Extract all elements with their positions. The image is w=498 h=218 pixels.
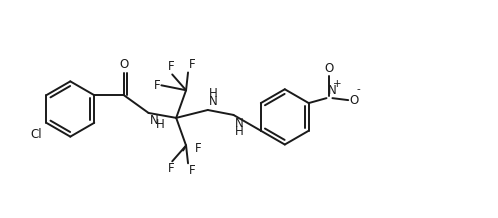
Text: O: O (325, 62, 334, 75)
Text: -: - (356, 84, 360, 94)
Text: H: H (209, 87, 218, 100)
Text: N: N (235, 117, 243, 130)
Text: +: + (333, 79, 342, 89)
Text: H: H (235, 125, 243, 138)
Text: F: F (189, 58, 196, 72)
Text: Cl: Cl (31, 128, 42, 141)
Text: N: N (328, 84, 336, 97)
Text: O: O (349, 94, 359, 107)
Text: F: F (168, 162, 175, 175)
Text: O: O (119, 58, 128, 72)
Text: F: F (189, 164, 196, 177)
Text: N: N (149, 114, 158, 127)
Text: F: F (195, 142, 202, 155)
Text: H: H (155, 118, 164, 131)
Text: N: N (209, 95, 218, 108)
Text: F: F (154, 79, 160, 92)
Text: F: F (168, 60, 175, 73)
